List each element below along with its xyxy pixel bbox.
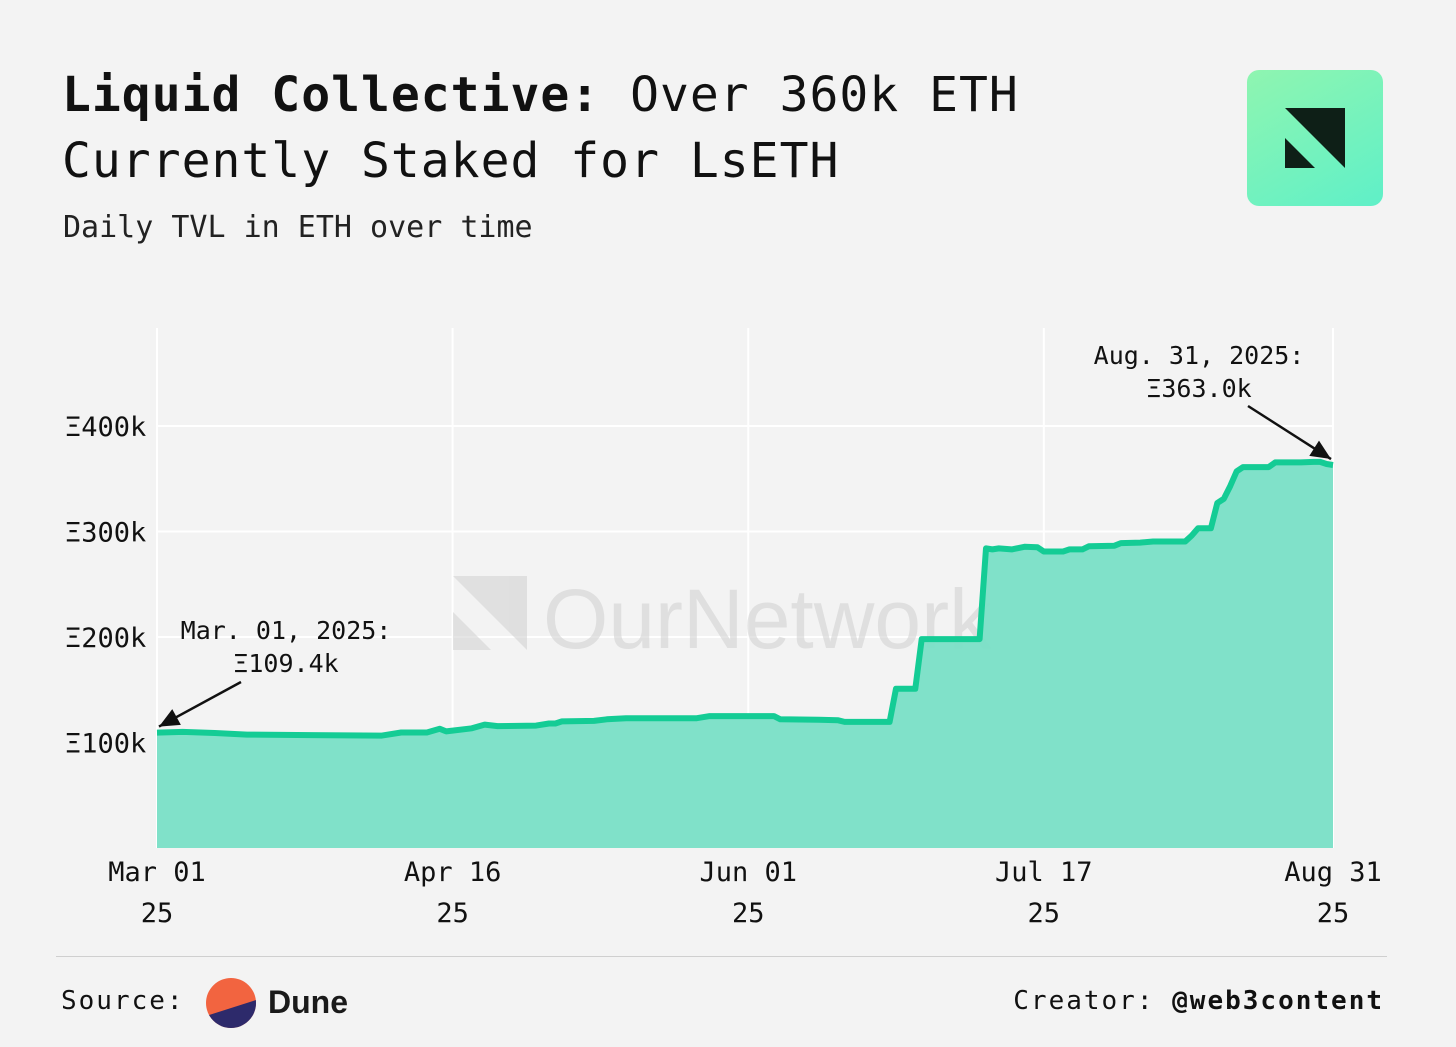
- dune-source-name: Dune: [268, 984, 348, 1020]
- series-line: [156, 458, 1334, 739]
- x-tick-year-label: 25: [1028, 898, 1061, 929]
- logo-mark-icon: [1285, 108, 1345, 168]
- source-label: Source:: [61, 986, 185, 1016]
- title-regular-part: Over 360k ETH Currently Staked for LsETH: [62, 67, 1019, 189]
- ournetwork-logo-icon: [1247, 70, 1383, 206]
- area-fill: [157, 461, 1333, 848]
- annotation-start-date: Mar. 01, 2025:: [181, 616, 392, 645]
- y-tick-label: Ξ300k: [65, 518, 146, 549]
- x-tick-year-label: 25: [436, 898, 469, 929]
- footer-divider: [56, 956, 1387, 957]
- tvl-area-chart: OurNetwork Ξ100k Ξ200k Ξ300k Ξ400k Mar 01 25 Ap…: [65, 328, 1382, 929]
- annotation-start-arrow-head: [159, 709, 181, 727]
- dune-logo-icon: [206, 978, 256, 1028]
- creator-label: Creator:: [1013, 986, 1155, 1016]
- x-tick-year-label: 25: [1317, 898, 1350, 929]
- x-tick-year-label: 25: [141, 898, 174, 929]
- annotation-end-value: Ξ363.0k: [1146, 374, 1251, 403]
- y-tick-label: Ξ200k: [65, 623, 146, 654]
- creator-credit: Creator: @web3content: [1013, 986, 1384, 1016]
- creator-handle: @web3content: [1172, 986, 1384, 1016]
- chart-subtitle: Daily TVL in ETH over time: [63, 210, 533, 245]
- x-tick-label: Aug 31: [1284, 857, 1382, 888]
- title-bold-part: Liquid Collective:: [62, 67, 601, 123]
- annotation-end-arrow-head: [1309, 440, 1331, 460]
- x-tick-year-label: 25: [732, 898, 765, 929]
- x-tick-label: Apr 16: [404, 857, 502, 888]
- watermark: OurNetwork: [453, 572, 992, 666]
- chart-title: Liquid Collective: Over 360k ETH Current…: [62, 62, 1182, 194]
- x-tick-label: Mar 01: [108, 857, 206, 888]
- y-tick-label: Ξ400k: [65, 412, 146, 443]
- x-tick-label: Jul 17: [995, 857, 1093, 888]
- y-tick-label: Ξ100k: [65, 729, 146, 760]
- annotation-end-date: Aug. 31, 2025:: [1094, 341, 1305, 370]
- x-tick-label: Jun 01: [699, 857, 797, 888]
- annotation-start-value: Ξ109.4k: [233, 649, 338, 678]
